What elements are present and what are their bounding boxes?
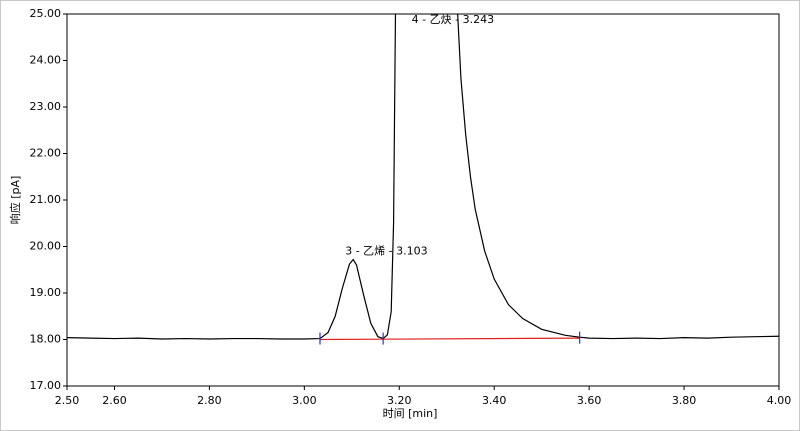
x-tick-label: 3.40 [482, 394, 507, 407]
x-axis-label: 时间 [min] [383, 407, 438, 420]
x-tick-label: 3.00 [292, 394, 317, 407]
y-tick-label: 18.00 [30, 333, 62, 346]
y-tick-label: 17.00 [30, 379, 62, 392]
peak-annotation: 4 - 乙炔 - 3.243 [412, 13, 494, 26]
x-tick-label: 2.60 [102, 394, 127, 407]
x-tick-label: 3.80 [672, 394, 697, 407]
y-axis-label: 响应 [pA] [8, 176, 22, 225]
x-tick-label: 3.60 [577, 394, 602, 407]
y-tick-label: 22.00 [30, 147, 62, 160]
integration-baseline [319, 337, 580, 341]
y-tick-label: 21.00 [30, 193, 62, 206]
chromatogram-line [67, 14, 779, 340]
x-tick-label: 2.50 [55, 394, 80, 407]
plot-area [67, 14, 779, 341]
y-tick-label: 25.00 [30, 7, 62, 20]
x-tick-label: 2.80 [197, 394, 222, 407]
y-tick-label: 24.00 [30, 54, 62, 67]
y-tick-label: 20.00 [30, 240, 62, 253]
y-tick-label: 23.00 [30, 100, 62, 113]
x-tick-label: 4.00 [767, 394, 792, 407]
x-tick-label: 3.20 [387, 394, 412, 407]
y-tick-label: 19.00 [30, 286, 62, 299]
peak-annotation: 3 - 乙烯 - 3.103 [345, 245, 427, 258]
